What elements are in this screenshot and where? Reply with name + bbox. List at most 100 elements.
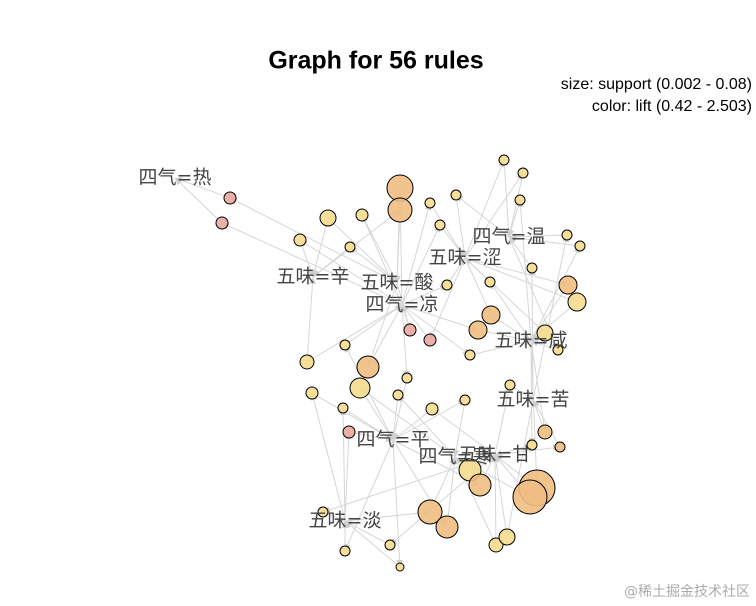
edge (429, 257, 466, 341)
edge (401, 304, 427, 336)
watermark: @稀土掘金技术社区 (624, 584, 750, 600)
edge (489, 281, 532, 342)
rule-node (424, 197, 436, 209)
edge (354, 432, 394, 443)
rule-node (356, 355, 380, 379)
rule-node (567, 292, 587, 312)
rule-node (481, 305, 501, 325)
rule-node (215, 216, 229, 230)
rule-node (498, 528, 516, 546)
item-label: 五味=咸 (495, 330, 568, 352)
edge (507, 204, 520, 238)
rule-node (434, 219, 446, 231)
edge (456, 199, 468, 259)
edge (491, 454, 499, 539)
edge (507, 177, 523, 238)
edge (447, 456, 458, 517)
item-label: 五味=苦 (497, 389, 570, 411)
edge (393, 221, 401, 284)
edge (494, 445, 528, 457)
edge (494, 384, 512, 456)
edge (311, 225, 327, 278)
edge (229, 197, 398, 284)
rule-node (517, 167, 529, 179)
rule-node (349, 377, 371, 399)
edge (452, 404, 465, 458)
legend-color: color: lift (0.42 - 2.503) (592, 98, 752, 115)
edge (503, 164, 513, 238)
rule-node (468, 320, 488, 340)
edge (339, 407, 347, 522)
edge (344, 439, 394, 552)
rule-node (512, 479, 548, 515)
edge (401, 304, 411, 379)
edge (401, 304, 471, 356)
item-label: 四气=凉 (366, 294, 439, 316)
edge (372, 304, 403, 358)
edge (174, 177, 219, 220)
edge (530, 292, 564, 342)
edge (513, 387, 534, 401)
edge (364, 396, 394, 441)
edge (364, 220, 398, 284)
rule-node (558, 275, 578, 295)
edge (327, 513, 346, 522)
rule-node (464, 349, 476, 361)
rule-node (223, 191, 237, 205)
item-label: 五味=酸 (361, 272, 434, 294)
rule-node (498, 154, 510, 166)
edge (464, 257, 546, 334)
edge (346, 410, 394, 441)
edge (348, 304, 403, 343)
edge (359, 387, 456, 458)
edge (464, 172, 524, 259)
edge (530, 339, 554, 349)
item-labels: 四气=热五味=辛 五味=酸四气=凉 四气=温五味=涩五味=咸五味=苦四气=平四气=寒… (139, 167, 570, 532)
rule-node (441, 279, 453, 291)
rule-node (536, 324, 554, 342)
rule-node (319, 209, 337, 227)
item-label: 五味=淡 (309, 510, 382, 532)
rule-node (526, 439, 538, 451)
edge (401, 202, 432, 306)
item-label: 四气=温 (473, 226, 546, 248)
rule-node (537, 424, 553, 440)
legend-size: size: support (0.002 - 0.08) (561, 76, 752, 93)
rule-node (387, 197, 413, 223)
edge (464, 257, 578, 303)
rule-node (504, 379, 516, 391)
edge (432, 206, 466, 259)
edge (474, 339, 532, 355)
edge (221, 222, 403, 306)
rule-node (423, 333, 437, 347)
item-label: 五味=甘 (459, 444, 532, 466)
rule-node (342, 425, 356, 439)
edge (366, 282, 398, 368)
edge (504, 399, 534, 538)
edge (344, 509, 431, 522)
edge (397, 394, 456, 458)
rule-node (339, 339, 351, 351)
edge (344, 431, 353, 522)
edge (306, 276, 316, 356)
rule-node (293, 233, 307, 247)
edge (310, 392, 346, 522)
edge (464, 159, 505, 259)
edge (401, 284, 448, 306)
rule-node (339, 545, 351, 557)
edge (508, 234, 576, 246)
edge (508, 236, 530, 265)
edge (392, 412, 428, 441)
edge (442, 228, 466, 259)
rule-node (574, 240, 586, 252)
edge (301, 245, 314, 278)
edge (532, 234, 570, 401)
edge (530, 340, 541, 489)
edge (532, 399, 558, 443)
edge (316, 395, 394, 441)
rule-nodes (215, 154, 587, 572)
rule-node (526, 262, 538, 274)
item-label: 五味=涩 (429, 247, 502, 269)
edge (361, 214, 403, 306)
